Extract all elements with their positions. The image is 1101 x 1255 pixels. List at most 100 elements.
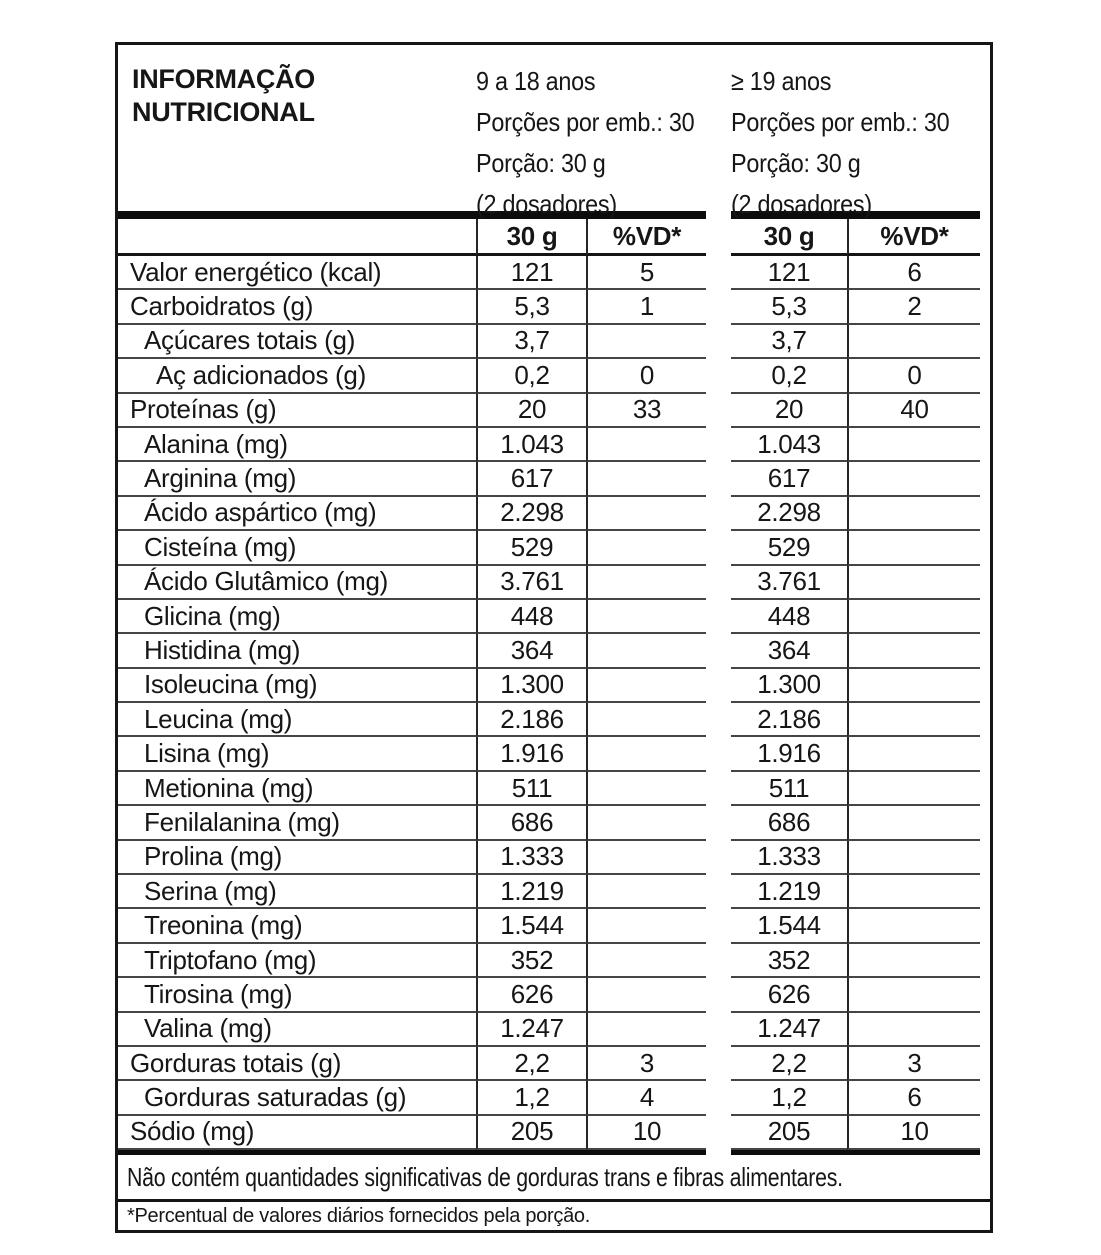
table-row: Leucina (mg) 2.186 2.186 [118,703,990,738]
row-label: Gorduras totais (g) [118,1047,476,1082]
column-gap [706,875,731,909]
amount-g1-cell: 1.300 [476,668,586,704]
column-gap [706,531,731,565]
row-label: Valina (mg) [118,1013,476,1047]
vd-g1-cell [586,668,706,704]
vd-g1-cell [586,462,706,497]
column-gap [706,737,731,771]
column-gap [706,600,731,634]
row-label: Valor energético (kcal) [118,256,476,291]
table-row: Ácido aspártico (mg) 2.298 2.298 [118,496,990,532]
table-row: Alanina (mg) 1.043 1.043 [118,427,990,463]
amount-g1-cell: 448 [476,599,586,635]
row-label: Ácido Glutâmico (mg) [118,566,476,600]
vd-g1-cell: 4 [586,1081,706,1116]
right-margin [980,841,990,875]
vd-g2-cell [847,531,980,566]
servings-per-package: Porções por emb.: 30 [476,107,695,137]
vd-g2-cell: 40 [847,393,980,428]
right-margin [980,1116,990,1150]
row-label: Tirosina (mg) [118,978,476,1013]
vd-g1-cell [586,978,706,1013]
vd-g2-cell [847,978,980,1013]
right-margin [980,1013,990,1047]
vd-g1-cell [586,565,706,600]
amount-g2-cell: 121 [731,256,847,291]
table-row: Tirosina (mg) 626 626 [118,978,990,1013]
row-label: Triptofano (mg) [118,944,476,979]
vd-g1-cell [586,531,706,566]
vd-g1-cell [586,771,706,807]
amount-g2-cell: 3,7 [731,325,847,360]
right-margin [980,359,990,393]
vd-g2-cell [847,462,980,497]
column-gap [706,1013,731,1047]
vd-g1-cell [586,806,706,841]
vd-g1-cell [586,324,706,360]
amount-g2-cell: 1.300 [731,669,847,704]
table-row: Fenilalanina (mg) 686 686 [118,806,990,841]
age-range: ≥ 19 anos [731,66,832,96]
amount-g1-cell: 2.298 [476,496,586,532]
amount-g2-cell: 2.186 [731,703,847,738]
right-margin [980,497,990,531]
vd-g2-cell [847,909,980,944]
column-gap [706,359,731,393]
vd-g2-cell [847,427,980,463]
table-body: Valor energético (kcal) 121 5 121 6 Carb… [118,256,990,1151]
amount-column-header-g2: 30 g [731,219,847,256]
amount-g1-cell: 205 [476,1115,586,1151]
right-margin [980,290,990,324]
amount-g2-cell: 1.247 [731,1013,847,1047]
amount-g2-cell: 364 [731,634,847,669]
amount-g1-cell: 511 [476,771,586,807]
table-row: Lisina (mg) 1.916 1.916 [118,737,990,772]
vd-g2-cell: 3 [847,1046,980,1082]
column-gap [706,497,731,531]
amount-g2-cell: 1.043 [731,428,847,463]
amount-g1-cell: 364 [476,634,586,669]
row-label: Ácido aspártico (mg) [118,497,476,532]
row-label: Alanina (mg) [118,428,476,463]
row-label: Treonina (mg) [118,909,476,944]
row-label: Açúcares totais (g) [118,325,476,360]
amount-g2-cell: 2.298 [731,497,847,532]
column-gap [706,566,731,600]
table-row: Aç adicionados (g) 0,2 0 0,2 0 [118,359,990,394]
age-range: 9 a 18 anos [476,66,596,96]
row-label: Arginina (mg) [118,462,476,497]
amount-g2-cell: 448 [731,600,847,635]
vd-g2-cell [847,668,980,704]
row-label: Carboidratos (g) [118,290,476,325]
row-label: Leucina (mg) [118,703,476,738]
right-margin [980,256,990,290]
column-gap [706,772,731,806]
panel-title: INFORMAÇÃO NUTRICIONAL [132,64,315,127]
amount-g1-cell: 20 [476,393,586,428]
row-label: Isoleucina (mg) [118,669,476,704]
vd-g2-cell: 6 [847,1081,980,1116]
table-row: Cisteína (mg) 529 529 [118,531,990,566]
right-margin [980,944,990,978]
right-margin [980,978,990,1012]
right-margin [980,531,990,565]
vd-g1-cell: 1 [586,290,706,325]
vd-g2-cell [847,324,980,360]
vd-g2-cell [847,840,980,876]
table-row: Triptofano (mg) 352 352 [118,943,990,979]
row-label: Lisina (mg) [118,737,476,772]
row-label: Proteínas (g) [118,394,476,428]
vd-g2-cell [847,634,980,669]
vd-g1-cell [586,875,706,910]
column-gap [706,428,731,462]
amount-g1-cell: 1.247 [476,1012,586,1047]
table-row: Serina (mg) 1.219 1.219 [118,875,990,910]
vd-g1-cell [586,909,706,944]
nutrition-facts-panel: INFORMAÇÃO NUTRICIONAL 9 a 18 anos Porçõ… [115,42,993,1234]
amount-g2-cell: 1.219 [731,875,847,910]
row-label: Sódio (mg) [118,1116,476,1151]
table-row: Glicina (mg) 448 448 [118,599,990,635]
vd-g1-cell [586,703,706,738]
right-margin [980,703,990,737]
